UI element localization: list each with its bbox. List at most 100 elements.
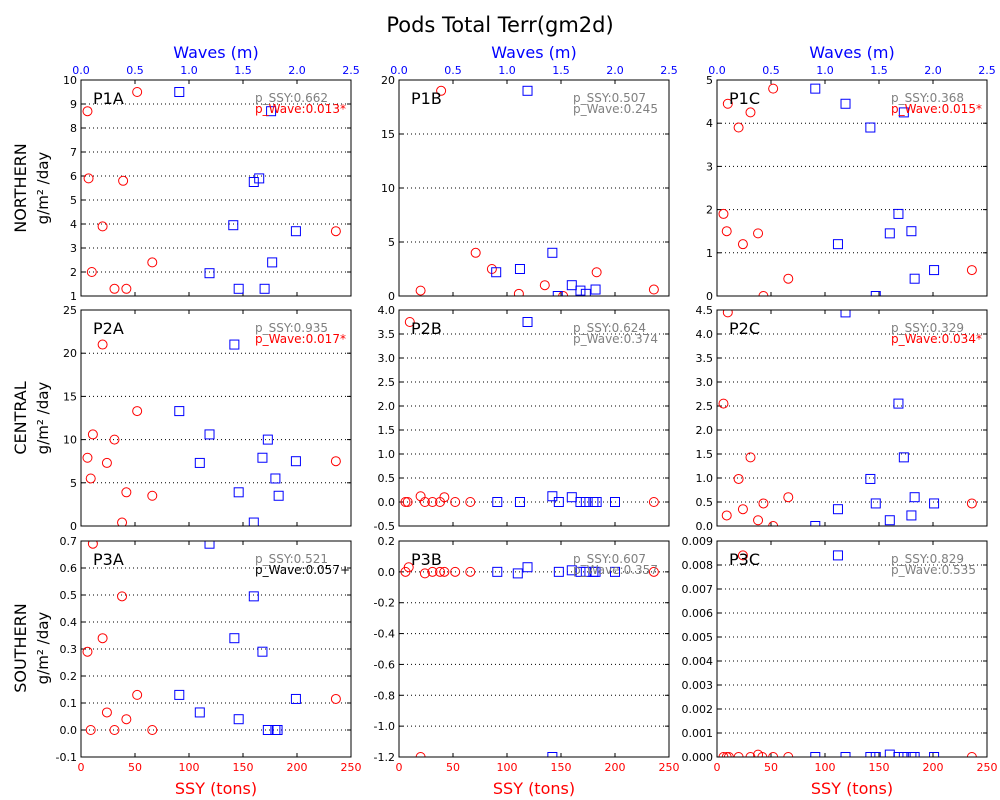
wave-point (865, 122, 876, 133)
bottom-axis-label: SSY (tons) (811, 779, 893, 798)
wave-point (610, 566, 620, 577)
wave-point (174, 87, 185, 97)
plot-frame (80, 540, 352, 758)
top-tick-label: 2.0 (924, 64, 942, 77)
xtick-label: 0 (396, 761, 403, 774)
p-ssy-label: p_SSY:0.935 (255, 321, 328, 335)
plot-frame (716, 79, 988, 297)
ytick-label: 1.0 (378, 448, 396, 461)
ytick-label: 4 (706, 117, 713, 130)
ytick-label: 15 (381, 128, 395, 141)
top-tick-label: 2.5 (978, 64, 996, 77)
wave-point (552, 291, 563, 296)
top-tick-label: 1.0 (180, 64, 198, 77)
ssy-point (966, 752, 977, 757)
top-tick-label: 0.0 (72, 64, 90, 77)
ytick-label: 4.0 (378, 304, 396, 317)
ytick-label: 0.1 (60, 697, 78, 710)
ytick-label: 0.0 (696, 520, 714, 533)
panel-p3a: -0.1 0.0 0.1 0.2 0.3 0.4 0.5 0.6 0.7 0 50 100 150 200… (56, 535, 362, 798)
wave-point (248, 177, 259, 187)
xtick-label: 100 (179, 761, 200, 774)
ssy-point (768, 521, 779, 526)
ssy-point (403, 562, 414, 573)
ssy-point (450, 497, 461, 507)
ssy-point (330, 456, 341, 467)
wave-point (575, 566, 586, 577)
data-marks (718, 83, 977, 296)
wave-point (174, 406, 185, 417)
xtick-label: 250 (977, 761, 998, 774)
wave-point (909, 492, 920, 503)
ssy-point (753, 749, 764, 757)
ytick-label: 3.0 (378, 352, 396, 365)
ytick-label: 0.004 (682, 655, 714, 668)
xtick-label: 0 (78, 761, 85, 774)
wave-point (870, 291, 881, 296)
data-marks (82, 87, 341, 294)
data-marks (82, 541, 341, 735)
wave-point (273, 490, 284, 501)
ssy-point (109, 725, 120, 735)
ytick-label: 0.6 (60, 562, 78, 575)
p-wave-label: p_Wave:0.015* (891, 102, 982, 116)
ytick-label: 0.3 (60, 643, 78, 656)
top-tick-label: 1.5 (870, 64, 888, 77)
ytick-label: 3.0 (696, 376, 714, 389)
wave-point (492, 566, 503, 577)
wave-point (832, 550, 843, 561)
top-tick-label: 1.0 (498, 64, 516, 77)
ssy-point (465, 497, 476, 507)
ssy-point (101, 707, 112, 718)
bottom-axis-label: SSY (tons) (175, 779, 257, 798)
wave-point (906, 510, 917, 521)
data-marks (400, 317, 659, 507)
ytick-label: 4.5 (696, 304, 714, 317)
wave-point (884, 749, 895, 757)
plot-frame (398, 79, 670, 297)
ssy-point (737, 504, 748, 515)
ytick-label: 0.0 (378, 566, 396, 579)
ssy-point (427, 497, 438, 507)
wave-point (840, 98, 851, 109)
ytick-label: 8 (70, 122, 77, 135)
ytick-label: 2.5 (378, 376, 396, 389)
panel-label: P3A (93, 550, 124, 569)
xtick-label: 150 (551, 761, 572, 774)
xtick-label: 250 (659, 761, 680, 774)
row-label-central: CENTRAL g/m² /day (11, 381, 52, 454)
wave-point (512, 568, 523, 579)
ytick-label: 15 (63, 390, 77, 403)
p-wave-label: p_Wave:0.535 (891, 563, 976, 577)
top-tick-label: 1.5 (552, 64, 570, 77)
ytick-label: -0.6 (374, 658, 395, 671)
ssy-point (718, 398, 729, 409)
ssy-point (85, 473, 96, 484)
xtick-label: 0 (714, 761, 721, 774)
ytick-label: 0.009 (682, 535, 714, 548)
ytick-label: 20 (63, 347, 77, 360)
ssy-point (733, 752, 744, 757)
wave-point (909, 752, 920, 757)
ssy-point (82, 452, 93, 463)
wave-point (547, 491, 558, 502)
ytick-label: 10 (63, 434, 77, 447)
top-axis-label: Waves (m) (491, 43, 576, 62)
ytick-label: 0.7 (60, 535, 78, 548)
wave-point (522, 562, 533, 573)
ytick-label: 3 (70, 242, 77, 255)
p-wave-label: p_Wave:0.034* (891, 332, 982, 346)
ssy-point (737, 550, 748, 561)
xtick-label: 200 (923, 761, 944, 774)
wave-point (270, 473, 281, 484)
wave-point (522, 317, 533, 327)
ssy-point (648, 497, 659, 507)
wave-point (174, 689, 185, 700)
ssy-point (117, 591, 128, 602)
wave-point (893, 398, 904, 409)
wave-point (810, 83, 821, 94)
ssy-point (966, 498, 977, 509)
panel-label: P2B (411, 319, 442, 338)
